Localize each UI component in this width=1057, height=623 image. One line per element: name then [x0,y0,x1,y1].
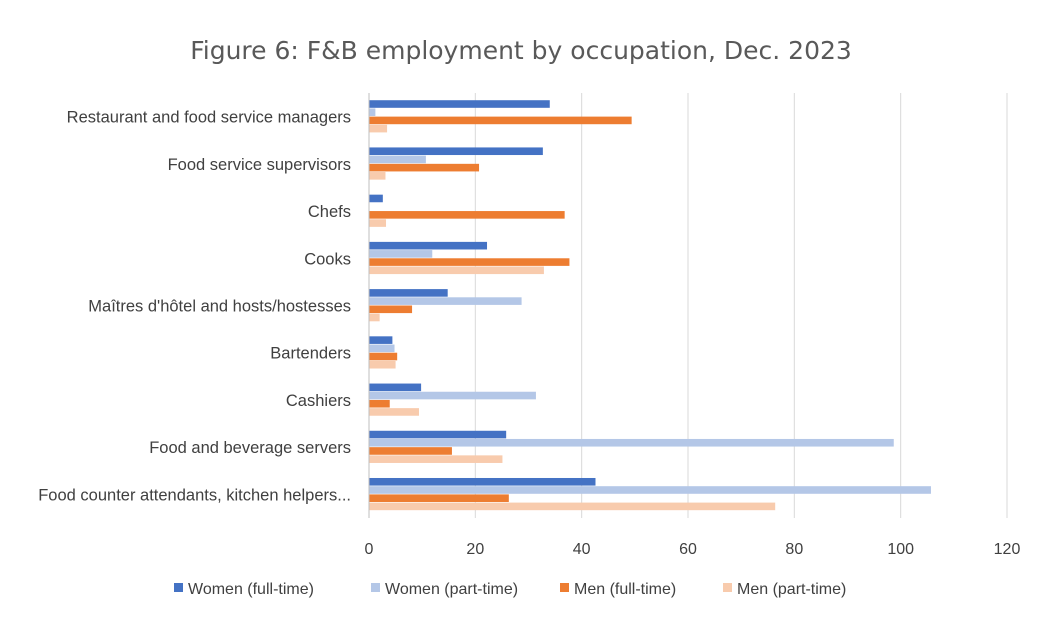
category-label: Food and beverage servers [149,439,351,457]
bar-men-full-time-cashiers [369,399,390,408]
legend-label: Men (full-time) [574,581,676,598]
axes: 0 20 40 60 80 100 120 Restaurant and food servi… [38,93,1020,558]
category-label: Food counter attendants, kitchen helpers… [38,486,351,504]
bar-men-full-time-chefs [369,211,565,219]
legend-label: Women (full-time) [188,581,314,598]
category-label: Maîtres d'hôtel and hosts/hostesses [88,298,351,316]
legend-swatch [723,583,732,592]
bar-women-full-time-chefs [369,194,383,203]
category-label: Chefs [308,203,351,221]
legend: Women (full-time) Women (part-time) Men (f… [174,581,846,598]
bar-men-full-time-cooks [369,258,570,266]
bar-women-full-time-restaurant-and-food-service-managers [369,100,550,108]
bar-men-full-time-restaurant-and-food-service-managers [369,116,632,125]
bar-women-part-time-restaurant-and-food-service-managers [369,108,376,117]
category-label: Cashiers [286,392,351,410]
x-tick-label: 20 [466,541,484,558]
bar-men-full-time-ma-tres-d-h-tel-and-hosts-hostesses [369,305,413,314]
bar-women-part-time-bartenders [369,344,395,353]
bar-men-part-time-bartenders [369,360,396,369]
bar-men-full-time-food-and-beverage-servers [369,447,452,455]
bars [369,100,931,511]
x-tick-label: 0 [365,541,374,558]
bar-women-part-time-food-counter-attendants-kitchen-helpers [369,486,931,494]
bar-men-part-time-cooks [369,266,544,275]
bar-women-full-time-food-service-supervisors [369,147,543,156]
x-tick-label: 60 [679,541,697,558]
bar-women-part-time-ma-tres-d-h-tel-and-hosts-hostesses [369,297,522,305]
x-tick-label: 40 [573,541,591,558]
bar-women-full-time-cooks [369,241,488,250]
category-label: Bartenders [270,345,351,363]
bar-women-full-time-food-and-beverage-servers [369,430,507,439]
legend-swatch [560,583,569,592]
legend-swatch [174,583,183,592]
legend-swatch [371,583,380,592]
bar-men-full-time-food-counter-attendants-kitchen-helpers [369,494,509,502]
bar-men-part-time-food-and-beverage-servers [369,455,503,463]
gridlines [474,93,1008,518]
category-label: Restaurant and food service managers [67,109,351,127]
bar-men-part-time-restaurant-and-food-service-managers [369,124,388,133]
bar-women-part-time-cashiers [369,391,536,400]
bar-men-part-time-food-counter-attendants-kitchen-helpers [369,502,776,511]
x-tick-label: 100 [887,541,914,558]
bar-men-part-time-chefs [369,219,387,227]
bar-women-part-time-food-and-beverage-servers [369,438,894,447]
bar-men-part-time-cashiers [369,408,419,416]
bar-women-part-time-food-service-supervisors [369,155,426,164]
bar-men-part-time-food-service-supervisors [369,172,386,180]
bar-women-part-time-cooks [369,250,433,258]
bar-women-full-time-bartenders [369,336,393,344]
bar-women-full-time-cashiers [369,383,422,392]
bar-women-full-time-ma-tres-d-h-tel-and-hosts-hostesses [369,289,448,297]
chart-title: Figure 6: F&B employment by occupation, … [190,36,852,65]
legend-label: Women (part-time) [385,581,518,598]
bar-men-part-time-ma-tres-d-h-tel-and-hosts-hostesses [369,313,380,322]
category-label: Food service supervisors [168,156,351,174]
bar-women-full-time-food-counter-attendants-kitchen-helpers [369,477,596,486]
x-tick-label: 80 [785,541,803,558]
legend-label: Men (part-time) [737,581,846,598]
bar-men-full-time-food-service-supervisors [369,163,480,172]
bar-men-full-time-bartenders [369,352,398,361]
category-label: Cooks [304,250,351,268]
x-tick-label: 120 [994,541,1021,558]
